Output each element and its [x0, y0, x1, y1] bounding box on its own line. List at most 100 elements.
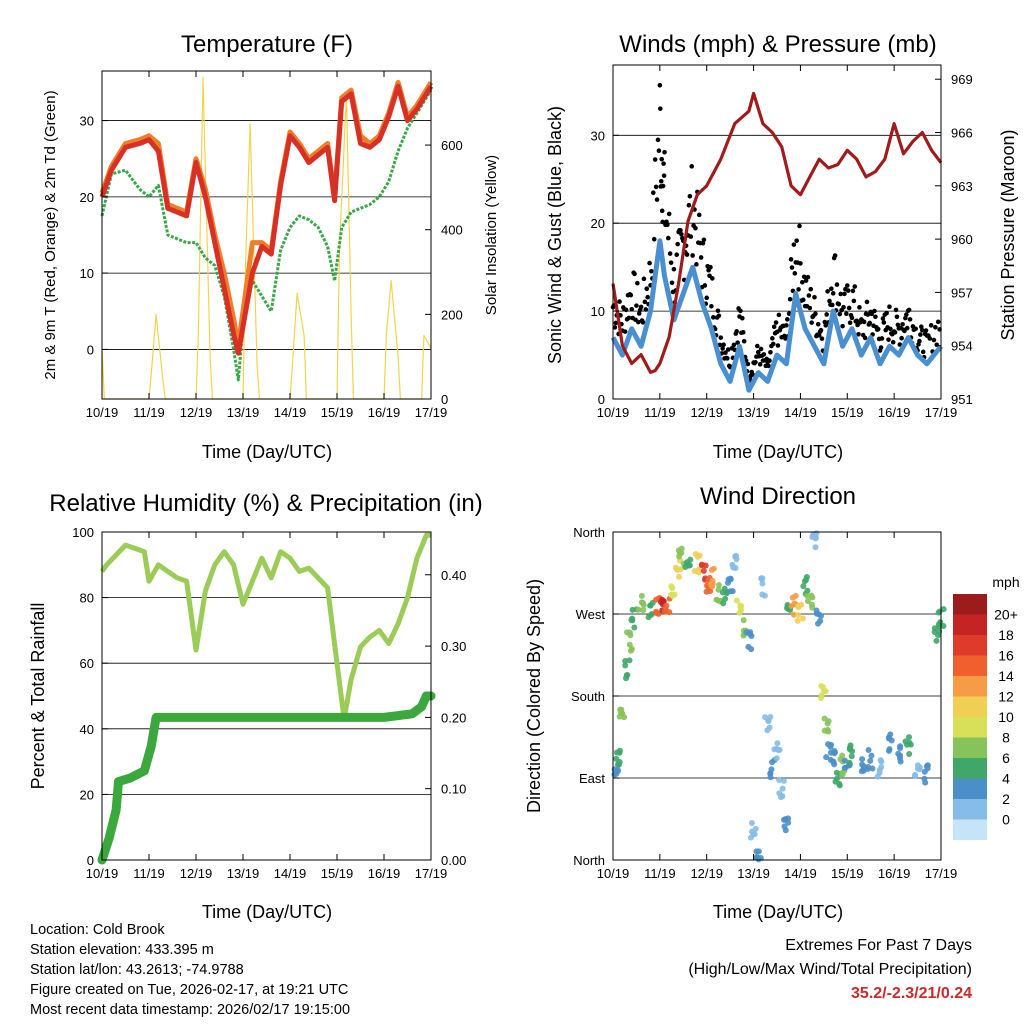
direction-point — [798, 601, 805, 608]
colorbar-swatch — [953, 614, 987, 635]
direction-point — [846, 759, 853, 766]
y2-tick-label: 0.40 — [441, 568, 466, 583]
gust-point — [933, 325, 938, 330]
y-tick-label: 60 — [80, 656, 94, 671]
x-tick-label: 16/19 — [368, 866, 401, 881]
gust-point — [740, 315, 745, 321]
gust-point — [654, 197, 660, 202]
gust-point — [794, 238, 799, 243]
gust-point — [745, 361, 751, 367]
station-info: Location: Cold Brook Station elevation: … — [30, 920, 350, 1020]
gust-point — [849, 315, 855, 321]
gust-point — [636, 319, 641, 325]
gust-point — [675, 241, 680, 247]
gust-point — [721, 342, 726, 348]
gust-point — [758, 346, 764, 352]
gust-point — [668, 260, 674, 265]
gust-point — [635, 280, 640, 286]
x-tick-label: 12/19 — [690, 405, 723, 420]
pressure-ylabel: Station Pressure (Maroon) — [998, 129, 1018, 340]
gust-point — [862, 335, 868, 341]
x-tick-label: 14/19 — [784, 866, 817, 881]
gust-point — [816, 333, 822, 338]
temperature-panel: Temperature (F) 10/19 11/19 12/19 13/19 14/1… — [42, 31, 500, 462]
series-sonic-wind — [610, 238, 943, 393]
direction-point — [822, 688, 829, 695]
gust-point — [789, 265, 795, 270]
gust-point — [761, 352, 767, 357]
colorbar-label: 6 — [1002, 750, 1010, 766]
gust-point — [818, 327, 824, 333]
direction-point — [714, 597, 721, 604]
gust-point — [917, 338, 922, 344]
y-tick-label: 100 — [72, 525, 94, 540]
direction-point — [821, 715, 828, 722]
gust-point — [805, 274, 811, 280]
direction-point — [761, 592, 768, 599]
gust-point — [657, 82, 663, 88]
direction-point — [940, 606, 947, 613]
gust-point — [645, 294, 650, 300]
colorbar-swatch — [953, 758, 987, 779]
gust-point — [667, 251, 673, 256]
gust-point — [823, 323, 829, 328]
wind-direction-xlabel: Time (Day/UTC) — [713, 902, 843, 922]
x-tick-label: 15/19 — [831, 866, 864, 881]
elevation-text: Station elevation: 433.395 m — [30, 942, 214, 958]
direction-point — [698, 562, 705, 569]
series-2m-td — [100, 89, 433, 382]
gust-point — [792, 271, 798, 276]
colorbar-label: 18 — [998, 627, 1014, 643]
gust-point — [700, 240, 706, 246]
colorbar-label: 14 — [998, 668, 1014, 684]
direction-point — [622, 662, 629, 669]
speed-colorbar: mph 20+ 18 16 14 12 10 8 6 4 2 0 — [953, 574, 1020, 840]
gust-point — [844, 283, 850, 288]
y2-tick-label: 960 — [951, 232, 973, 247]
gust-point — [704, 295, 710, 301]
gust-point — [770, 336, 775, 341]
gust-point — [918, 332, 923, 337]
direction-point — [732, 565, 739, 572]
gust-point — [674, 252, 680, 257]
direction-point — [640, 607, 647, 614]
x-tick-label: 13/19 — [737, 405, 770, 420]
x-tick-label: 14/19 — [274, 866, 307, 881]
colorbar-title: mph — [992, 574, 1019, 590]
series-2m-t — [99, 83, 434, 356]
gust-point — [725, 347, 731, 352]
direction-point — [799, 615, 806, 622]
y-tick-label: 20 — [591, 216, 605, 231]
y-tick-label: North — [573, 525, 605, 540]
y-tick-label: North — [573, 853, 605, 868]
direction-point — [759, 575, 766, 582]
gust-point — [800, 279, 805, 285]
direction-point — [732, 552, 739, 559]
direction-point — [682, 564, 689, 571]
gust-point — [665, 235, 671, 241]
direction-point — [613, 755, 620, 762]
direction-point — [781, 823, 788, 830]
recent-data-text: Most recent data timestamp: 2026/02/17 1… — [30, 1002, 351, 1018]
gust-point — [801, 274, 807, 280]
gust-point — [773, 320, 779, 325]
gust-point — [628, 292, 634, 298]
gust-point — [819, 336, 825, 341]
gust-point — [872, 308, 877, 314]
direction-point — [780, 777, 787, 784]
direction-point — [833, 775, 840, 782]
gust-point — [875, 326, 881, 332]
gust-point — [658, 106, 663, 111]
direction-point — [921, 775, 928, 782]
gust-point — [731, 342, 737, 348]
direction-point — [767, 774, 774, 781]
gust-point — [636, 311, 642, 316]
gust-point — [634, 303, 639, 308]
direction-point — [675, 573, 682, 580]
x-tick-label: 15/19 — [321, 405, 354, 420]
gust-point — [846, 305, 852, 311]
gust-point — [884, 310, 889, 316]
gust-point — [824, 312, 829, 317]
gust-point — [696, 212, 702, 218]
gust-point — [886, 337, 891, 342]
